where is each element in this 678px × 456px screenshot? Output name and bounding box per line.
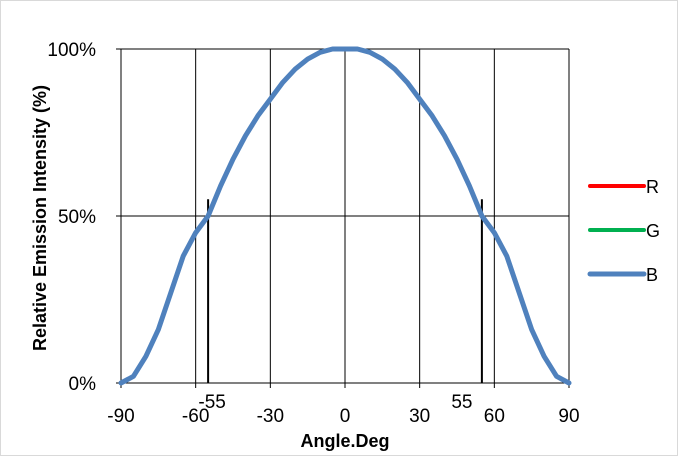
annotation-label: -55 (198, 392, 225, 413)
x-tick-label: 90 (558, 406, 579, 427)
x-tick-label: -60 (182, 406, 209, 427)
x-tick-label: 0 (340, 406, 351, 427)
tick-layer: -90 -60 -30 0 30 60 90 0% 50% 100% (47, 40, 579, 427)
legend-label-b: B (646, 265, 658, 285)
legend-label-g: G (646, 221, 660, 241)
series-layer (118, 46, 572, 386)
x-axis-title: Angle.Deg (300, 431, 389, 451)
legend-layer: R G B (587, 177, 660, 285)
y-axis-title: Relative Emission Intensity (%) (30, 85, 50, 351)
series-line-b (118, 46, 572, 386)
x-tick-label: 30 (409, 406, 430, 427)
annotation-layer: -55 55 (198, 199, 483, 413)
y-tick-label: 50% (58, 207, 96, 228)
grid-layer (116, 48, 570, 388)
legend-label-r: R (646, 177, 659, 197)
y-tick-label: 0% (69, 374, 97, 395)
annotation-label: 55 (451, 392, 472, 413)
x-tick-label: -90 (107, 406, 134, 427)
y-tick-label: 100% (47, 40, 96, 61)
x-tick-label: -30 (257, 406, 284, 427)
x-tick-label: 60 (484, 406, 505, 427)
